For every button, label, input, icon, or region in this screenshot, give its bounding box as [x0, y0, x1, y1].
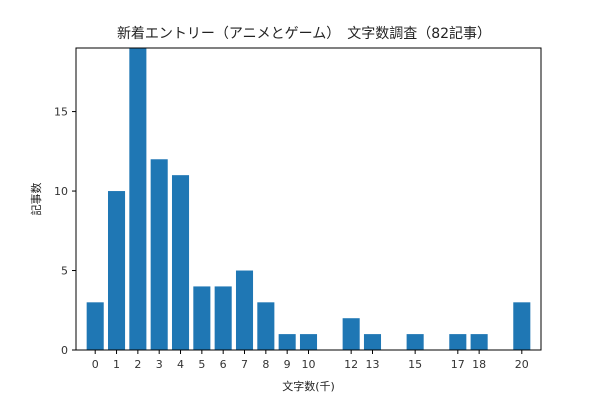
y-axis: 0 5 10 15: [54, 106, 76, 357]
x-tick-label: 4: [177, 358, 184, 371]
bar-17: [449, 334, 467, 350]
bars-group: [86, 48, 531, 350]
bar-5: [193, 286, 211, 350]
x-tick-label: 20: [515, 358, 529, 371]
bar-10: [299, 334, 318, 350]
plot-frame: [75, 47, 542, 351]
y-tick-label: 0: [61, 344, 68, 357]
y-tick-label: 10: [54, 185, 68, 198]
y-tick-label: 5: [61, 265, 68, 278]
x-tick-label: 6: [220, 358, 227, 371]
bar-9: [278, 334, 296, 350]
x-tick-label: 2: [134, 358, 141, 371]
bar-8: [257, 302, 275, 350]
x-tick-label: 15: [408, 358, 422, 371]
bar-3: [150, 159, 168, 350]
x-axis-label: 文字数(千): [282, 379, 335, 393]
y-axis-label: 記事数: [29, 183, 43, 216]
bar-13: [363, 334, 382, 350]
x-tick-label: 5: [198, 358, 205, 371]
bar-4: [171, 175, 190, 350]
bar-7: [235, 270, 254, 350]
x-tick-label: 8: [262, 358, 269, 371]
bar-20: [513, 302, 531, 350]
bar-2: [129, 48, 147, 350]
x-tick-label: 12: [344, 358, 358, 371]
x-tick-label: 13: [365, 358, 379, 371]
x-tick-label: 9: [284, 358, 291, 371]
x-tick-label: 10: [302, 358, 316, 371]
chart-title: 新着エントリー（アニメとゲーム） 文字数調査（82記事）: [117, 25, 491, 42]
x-axis: 0 1 2 3 4 5 6 7 8 9 10 12 13 15 17 18 20: [92, 350, 529, 371]
y-tick-label: 15: [54, 106, 68, 119]
x-tick-label: 1: [113, 358, 120, 371]
bar-18: [470, 334, 488, 350]
x-tick-label: 18: [472, 358, 486, 371]
x-tick-label: 7: [241, 358, 248, 371]
bar-0: [86, 302, 104, 350]
bar-6: [214, 286, 232, 350]
bar-12: [342, 318, 360, 350]
bar-1: [107, 191, 126, 350]
x-tick-label: 3: [156, 358, 163, 371]
x-tick-label: 0: [92, 358, 99, 371]
bar-15: [406, 334, 424, 350]
x-tick-label: 17: [451, 358, 465, 371]
